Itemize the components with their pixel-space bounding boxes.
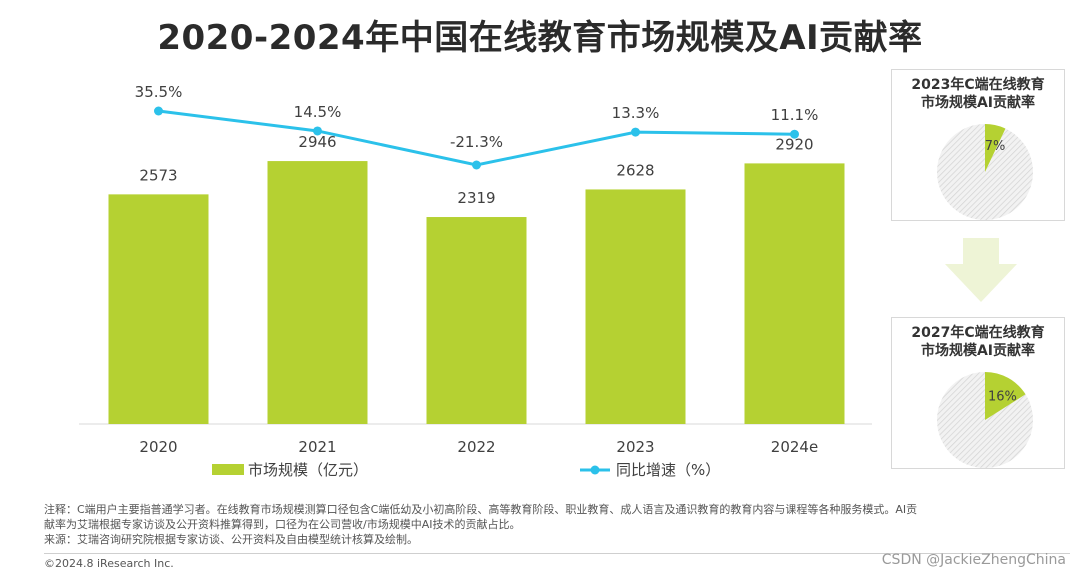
bar-2024e [744,163,845,424]
pie-title-2023: 2023年C端在线教育 市场规模AI贡献率 [892,76,1064,112]
bar-label-2024e: 2920 [775,135,813,153]
growth-point-2024e [790,129,799,139]
legend-line-marker [590,465,600,475]
pie-title-2023-line1: 2023年C端在线教育 [911,77,1045,93]
x-tick-2024e: 2024e [771,438,818,456]
growth-label-2021: 14.5% [294,103,342,121]
chart-title: 2020-2024年中国在线教育市场规模及AI贡献率 [157,18,923,58]
pie-title-2023-line2: 市场规模AI贡献率 [920,95,1036,111]
pie-label: 7% [985,139,1006,154]
x-tick-2023: 2023 [616,438,654,456]
copyright: ©2024.8 iResearch Inc. [44,557,174,570]
growth-point-2020 [154,106,163,116]
pie-slice-ai [985,124,1006,172]
notes-line-2: 献率为艾瑞根据专家访谈及公开资料推算得到，口径为在公司营收/市场规模中AI技术的… [44,518,521,531]
pie-panel-2023: 7% 2023年C端在线教育 市场规模AI贡献率 [891,69,1065,221]
growth-point-2022 [472,160,481,170]
down-arrow-icon [945,238,1017,302]
watermark: CSDN @JackieZhengChina [881,552,1066,568]
bar-2021 [267,161,368,424]
pie-panel-2027: 16% 2027年C端在线教育 市场规模AI贡献率 [891,317,1065,469]
pie-title-2027: 2027年C端在线教育 市场规模AI贡献率 [892,324,1064,360]
bar-label-2020: 2573 [139,166,177,184]
notes-source: 来源：艾瑞咨询研究院根据专家访谈、公开资料及自由模型统计核算及绘制。 [44,533,418,546]
growth-label-2020: 35.5% [135,83,183,101]
pie-chart-2027: 16% [937,372,1033,468]
bar-2022 [426,217,527,424]
growth-label-2024e: 11.1% [771,106,819,124]
growth-point-2021 [313,126,322,136]
main-chart: 2573 2020 2946 2021 2319 2022 2628 2023 2920 2024… [79,83,872,479]
legend-line-label: 同比增速（%） [616,461,720,479]
pie-title-2027-line1: 2027年C端在线教育 [911,325,1045,341]
growth-point-2023 [631,127,640,137]
pie-title-2027-line2: 市场规模AI贡献率 [920,343,1036,359]
pie-label: 16% [988,390,1017,405]
bar-label-2022: 2319 [457,189,495,207]
growth-label-2022: -21.3% [450,133,503,151]
pie-slice-ai [985,372,1026,420]
footer-divider [44,553,1070,554]
notes-line-1: 注释：C端用户主要指普通学习者。在线教育市场规模测算口径包含C端低幼及小初高阶段… [44,503,918,516]
x-tick-2021: 2021 [298,438,336,456]
legend-bar-swatch [212,464,244,475]
notes: 注释：C端用户主要指普通学习者。在线教育市场规模测算口径包含C端低幼及小初高阶段… [44,502,1074,547]
pie-chart-2023: 7% [937,124,1033,220]
bar-label-2021: 2946 [298,133,336,151]
x-tick-2020: 2020 [139,438,177,456]
bar-2020 [108,194,209,424]
bar-2023 [585,189,686,424]
legend-bar-label: 市场规模（亿元） [248,461,368,479]
x-tick-2022: 2022 [457,438,495,456]
growth-label-2023: 13.3% [612,104,660,122]
bar-label-2023: 2628 [616,161,654,179]
